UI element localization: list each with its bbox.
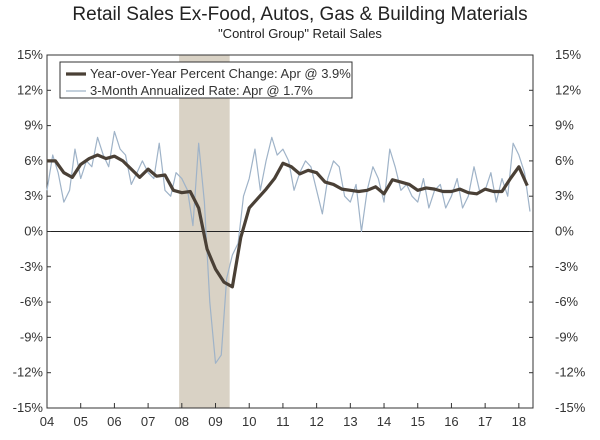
y-tick-label-left: 6% bbox=[24, 153, 43, 168]
y-tick-label-left: -15% bbox=[13, 400, 44, 415]
y-tick-label-left: 3% bbox=[24, 188, 43, 203]
y-tick-label-left: -3% bbox=[20, 259, 44, 274]
y-tick-label-left: 12% bbox=[17, 82, 43, 97]
x-tick-label: 18 bbox=[512, 414, 526, 429]
y-tick-label-right: -15% bbox=[555, 400, 586, 415]
y-tick-label-left: 0% bbox=[24, 224, 43, 239]
y-tick-label-right: -3% bbox=[555, 259, 579, 274]
legend: Year-over-Year Percent Change: Apr @ 3.9… bbox=[59, 61, 353, 99]
y-tick-label-right: 3% bbox=[555, 188, 574, 203]
x-tick-label: 12 bbox=[309, 414, 323, 429]
x-tick-label: 11 bbox=[276, 414, 290, 429]
x-tick-label: 09 bbox=[208, 414, 222, 429]
legend-label-3m: 3-Month Annualized Rate: Apr @ 1.7% bbox=[90, 83, 313, 98]
y-tick-label-left: 15% bbox=[17, 47, 43, 62]
y-tick-label-left: 9% bbox=[24, 118, 43, 133]
x-tick-label: 08 bbox=[175, 414, 189, 429]
chart-subtitle: "Control Group" Retail Sales bbox=[218, 26, 382, 41]
x-tick-label: 14 bbox=[377, 414, 391, 429]
x-tick-label: 04 bbox=[40, 414, 54, 429]
y-tick-label-right: 0% bbox=[555, 224, 574, 239]
series-line-yoy bbox=[47, 153, 529, 289]
legend-label-yoy: Year-over-Year Percent Change: Apr @ 3.9… bbox=[90, 66, 351, 81]
x-tick-label: 16 bbox=[444, 414, 458, 429]
x-tick-label: 07 bbox=[141, 414, 155, 429]
x-tick-label: 06 bbox=[107, 414, 121, 429]
y-tick-label-right: 6% bbox=[555, 153, 574, 168]
y-tick-label-right: 15% bbox=[555, 47, 581, 62]
y-tick-label-right: 9% bbox=[555, 118, 574, 133]
legend-box bbox=[59, 61, 353, 99]
x-tick-label: 17 bbox=[478, 414, 492, 429]
y-tick-label-right: 12% bbox=[555, 82, 581, 97]
y-tick-label-left: -12% bbox=[13, 365, 44, 380]
x-tick-label: 15 bbox=[411, 414, 425, 429]
x-tick-label: 13 bbox=[343, 414, 357, 429]
y-tick-label-right: -12% bbox=[555, 365, 586, 380]
x-tick-label: 05 bbox=[73, 414, 87, 429]
y-tick-label-left: -6% bbox=[20, 294, 44, 309]
x-tick-label: 10 bbox=[242, 414, 256, 429]
chart-title: Retail Sales Ex-Food, Autos, Gas & Build… bbox=[72, 4, 528, 25]
y-tick-label-left: -9% bbox=[20, 329, 44, 344]
y-tick-label-right: -9% bbox=[555, 329, 579, 344]
y-tick-label-right: -6% bbox=[555, 294, 579, 309]
